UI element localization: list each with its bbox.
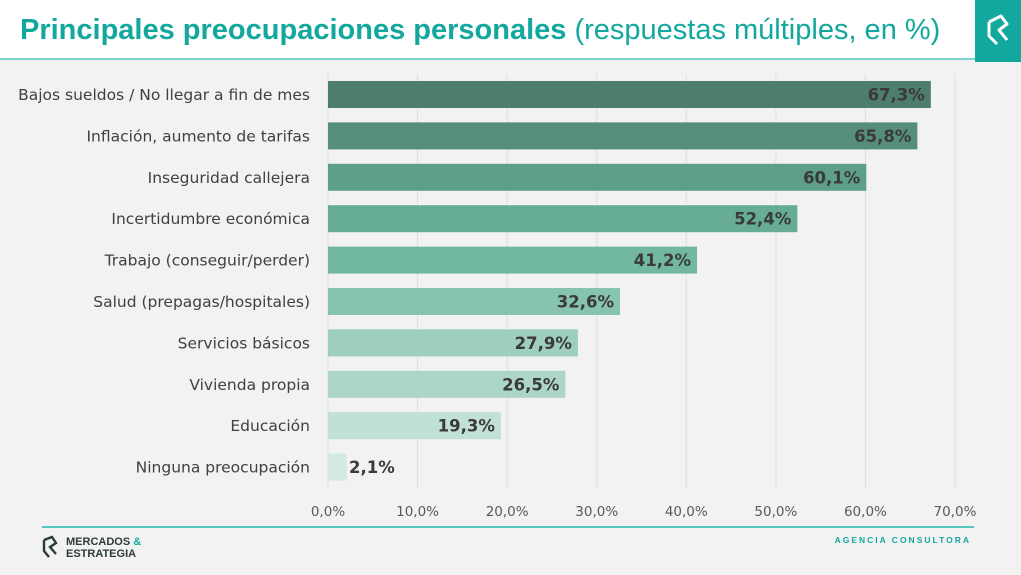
footer-tagline: AGENCIA CONSULTORA [834,535,971,545]
data-label: 26,5% [502,375,560,394]
brand-line1: MERCADOS [66,536,131,548]
category-label: Inflación, aumento de tarifas [86,127,310,145]
bar [328,163,867,191]
footer-brand: MERCADOS & ESTRATEGIA [66,536,141,560]
category-label: Vivienda propia [189,376,310,394]
category-label: Trabajo (conseguir/perder) [104,252,310,270]
x-tick-label: 70,0% [934,504,977,520]
x-tick-label: 50,0% [754,504,797,520]
category-label: Ninguna preocupación [136,459,310,477]
bar [328,329,578,357]
data-label: 60,1% [803,168,861,187]
brand-logo-icon [987,14,1009,46]
logo-badge [975,0,1021,62]
x-tick-label: 30,0% [575,504,618,520]
category-label: Incertidumbre económica [111,210,310,228]
data-label: 2,1% [349,458,395,477]
bar [328,288,621,315]
category-label: Bajos sueldos / No llegar a fin de mes [18,86,310,104]
category-label: Educación [230,417,310,435]
bar [328,412,501,440]
page-title: Principales preocupaciones personales (r… [20,14,940,47]
bar [328,246,698,274]
footer-divider [42,526,974,528]
data-label: 27,9% [515,334,573,353]
x-tick-label: 20,0% [486,504,529,520]
x-tick-label: 60,0% [844,504,887,520]
x-tick-label: 0,0% [311,504,345,520]
data-label: 65,8% [854,127,912,146]
bar [328,370,566,398]
x-tick-label: 40,0% [665,504,708,520]
data-label: 67,3% [868,86,926,105]
header: Principales preocupaciones personales (r… [0,0,1021,60]
data-label: 32,6% [557,293,615,312]
title-subtitle: (respuestas múltiples, en %) [566,14,941,46]
data-label: 41,2% [634,251,692,270]
brand-footer-logo-icon [42,535,58,558]
category-label: Servicios básicos [178,334,310,352]
bar [328,453,347,481]
bar [328,122,918,150]
category-label: Salud (prepagas/hospitales) [93,293,310,311]
brand-amp: & [133,536,142,548]
x-tick-label: 10,0% [396,504,439,520]
category-label: Inseguridad callejera [148,169,310,187]
bar [328,81,931,108]
data-label: 19,3% [438,417,496,436]
bar [328,205,798,233]
title-bold: Principales preocupaciones personales [20,14,567,46]
data-label: 52,4% [734,210,792,229]
brand-line2: ESTRATEGIA [66,548,137,560]
